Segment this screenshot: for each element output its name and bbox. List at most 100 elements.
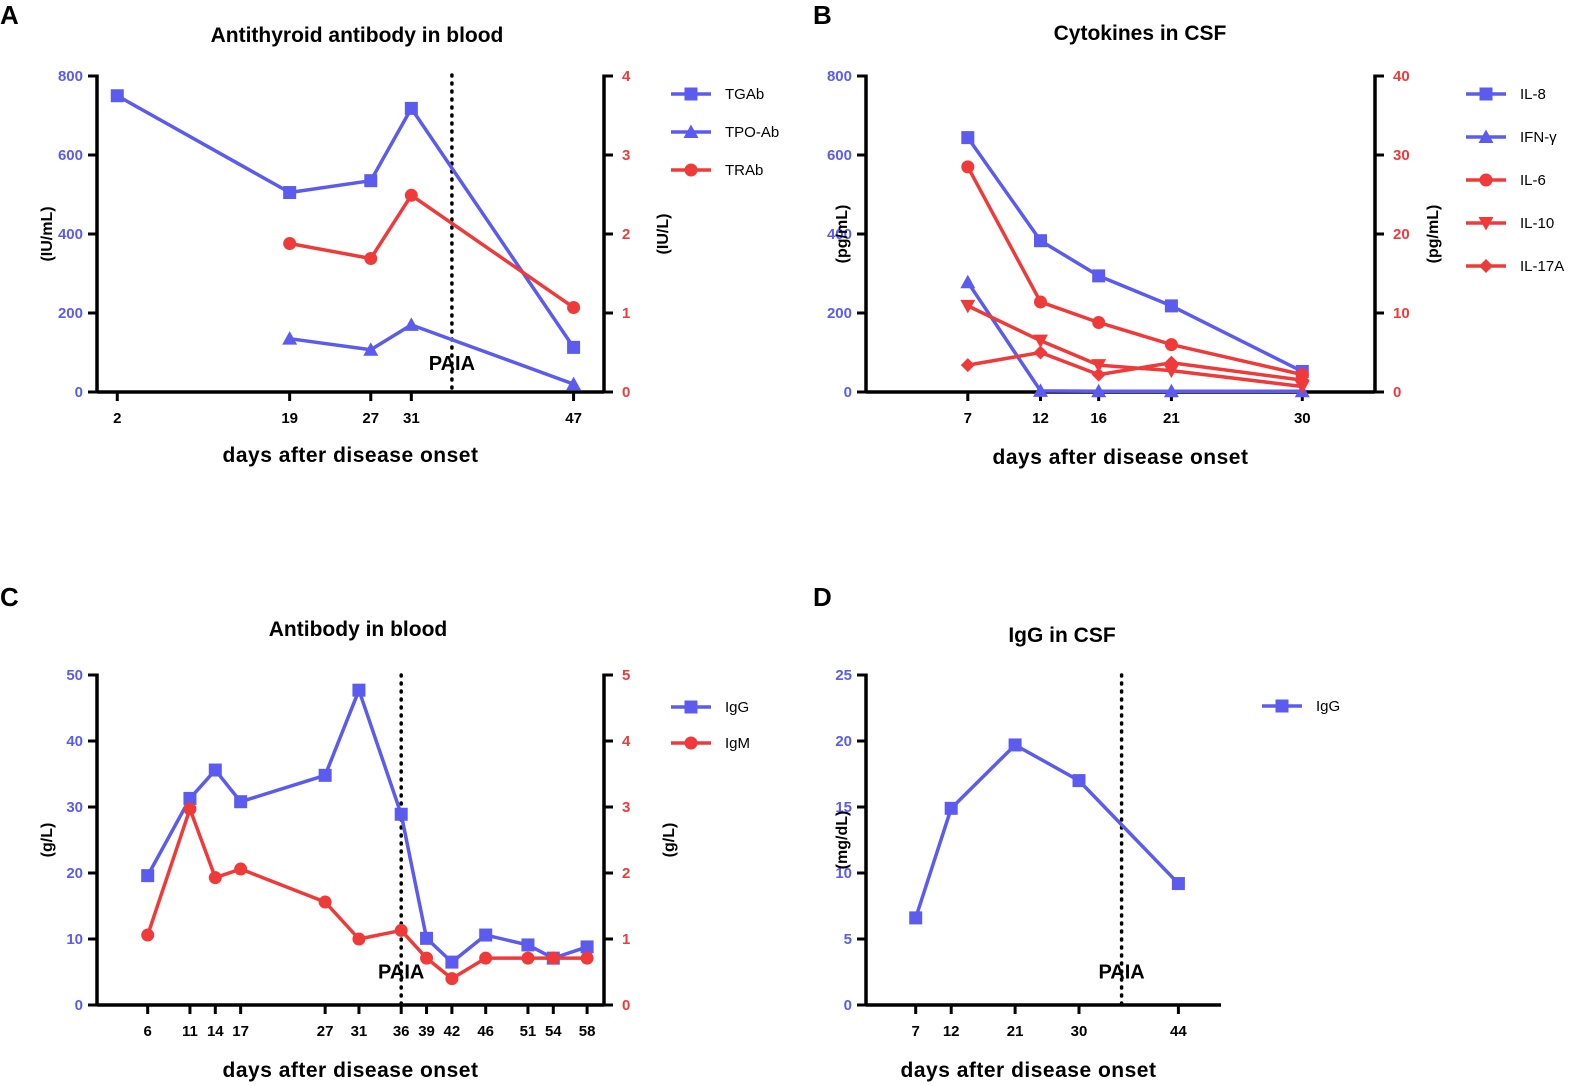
x-tick-label: 14: [207, 1023, 224, 1040]
legend-label: IL-6: [1520, 172, 1546, 189]
legend-marker: [684, 87, 698, 101]
y-axis-label-left: (IU/mL): [39, 206, 56, 261]
x-tick-label: 16: [1090, 410, 1107, 427]
data-point-igm: [352, 932, 366, 946]
x-tick-label: 47: [565, 410, 582, 427]
x-tick-label: 39: [418, 1023, 435, 1040]
legend-marker: [1479, 173, 1493, 187]
x-axis-label: days after disease onset: [223, 444, 479, 467]
paia-annotation: PAIA: [1098, 962, 1144, 984]
y-tick-label-right: 2: [622, 226, 630, 243]
panel-letter: D: [813, 582, 832, 612]
x-axis-label: days after disease onset: [223, 1059, 479, 1082]
data-point-il-8: [1164, 299, 1178, 313]
y-tick-label-left: 0: [844, 384, 852, 401]
panel-letter: A: [0, 0, 19, 30]
data-point-il-17a: [1033, 345, 1048, 360]
data-point-igg: [580, 940, 594, 954]
legend-marker: [1479, 87, 1493, 101]
data-point-trab: [283, 236, 297, 250]
y-axis-label-left: (g/L): [39, 823, 56, 858]
legend-item: TPO-Ab: [671, 124, 779, 141]
x-tick-label: 36: [393, 1023, 410, 1040]
y-tick-label-left: 600: [827, 147, 852, 164]
series-line-igm: [146, 807, 588, 981]
data-point-trab: [364, 251, 378, 265]
data-point-tgab: [404, 101, 418, 115]
chart-title: IgG in CSF: [1008, 624, 1116, 647]
x-axis-label: days after disease onset: [993, 446, 1249, 469]
x-tick-label: 46: [477, 1023, 494, 1040]
data-point-igg: [141, 869, 155, 883]
chart-title: Cytokines in CSF: [1054, 22, 1227, 45]
y-tick-label-right: 0: [622, 384, 630, 401]
data-point-igm: [479, 951, 493, 965]
legend-item: TRAb: [671, 162, 763, 179]
legend-label: IFN-γ: [1520, 129, 1557, 146]
data-point-tgab: [364, 174, 378, 188]
data-point-igg: [1171, 877, 1185, 891]
chart-panel-a: A Antithyroid antibody in blood 0 200 400 600…: [0, 0, 779, 467]
data-point-igg: [352, 683, 366, 697]
x-tick-label: 27: [362, 410, 379, 427]
data-point-il-6: [1164, 338, 1178, 352]
x-tick-label: 44: [1170, 1023, 1187, 1040]
data-point-igg: [420, 931, 434, 945]
legend-label: IgM: [725, 735, 750, 752]
series-line-trab: [289, 193, 575, 309]
legend-label: IL-17A: [1520, 258, 1564, 275]
data-point-tpo-ab: [403, 317, 419, 331]
x-tick-label: 11: [182, 1023, 198, 1040]
y-tick-label-right: 1: [622, 305, 630, 322]
x-tick-label: 27: [317, 1023, 334, 1040]
y-tick-label-left: 10: [66, 931, 83, 948]
data-point-igg: [1008, 738, 1022, 752]
paia-annotation: PAIA: [429, 353, 475, 375]
legend-marker: [1478, 217, 1494, 231]
legend-item: IgG: [1262, 698, 1340, 715]
x-tick-label: 12: [1032, 410, 1049, 427]
y-tick-label-right: 3: [622, 799, 630, 816]
data-point-tpo-ab: [282, 331, 298, 345]
x-tick-label: 2: [113, 410, 121, 427]
y-axis-label-left: (pg/mL): [834, 205, 851, 264]
y-tick-label-right: 2: [622, 865, 630, 882]
y-tick-label-left: 0: [75, 384, 83, 401]
legend-marker: [1275, 699, 1289, 713]
data-point-igg: [521, 938, 535, 952]
chart-title: Antithyroid antibody in blood: [211, 24, 504, 47]
panel-letter: B: [813, 0, 832, 30]
y-tick-label-left: 400: [58, 226, 83, 243]
x-tick-label: 31: [403, 410, 420, 427]
y-tick-label-left: 30: [66, 799, 83, 816]
series-line-igg: [914, 743, 1180, 919]
y-tick-label-left: 0: [844, 997, 852, 1014]
legend-item: IL-8: [1466, 86, 1546, 103]
y-tick-label-right: 3: [622, 147, 630, 164]
y-tick-label-left: 600: [58, 147, 83, 164]
legend-item: IgM: [671, 735, 750, 752]
data-point-ifn-: [1091, 383, 1107, 398]
data-point-igm: [394, 923, 408, 937]
data-point-il-10: [1163, 364, 1179, 379]
x-tick-label: 12: [943, 1023, 960, 1040]
chart-panel-d: D IgG in CSF 0 5 10 15 20 25 7 12 21 30 44 days after…: [813, 582, 1340, 1082]
data-point-igg: [318, 768, 332, 782]
chart-panel-c: C Antibody in blood 0 10 20 30 40 50 0 1 2 3 4 5 6 11 14…: [0, 582, 750, 1082]
x-tick-label: 19: [281, 410, 298, 427]
data-point-trab: [567, 300, 581, 314]
panel-letter: C: [0, 582, 19, 612]
y-tick-label-left: 800: [827, 68, 852, 85]
y-tick-label-left: 25: [835, 667, 852, 684]
legend-label: TRAb: [725, 162, 763, 179]
data-point-igg: [394, 807, 408, 821]
y-axis-label-left: (mg/dL): [834, 811, 851, 870]
y-tick-label-right: 5: [622, 667, 630, 684]
data-point-igg: [1072, 774, 1086, 788]
data-point-igm: [521, 951, 535, 965]
legend-marker: [684, 736, 698, 750]
legend-item: IgG: [671, 699, 749, 716]
data-point-igm: [141, 928, 155, 942]
data-point-il-10: [1033, 334, 1049, 349]
